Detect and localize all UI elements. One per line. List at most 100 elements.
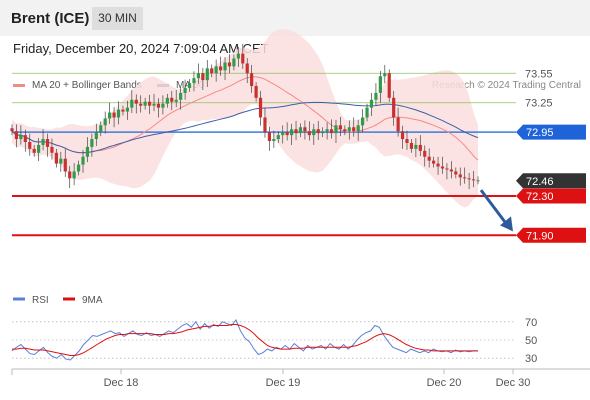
candle-body (179, 92, 183, 100)
candle-body (68, 171, 72, 179)
candle-body (59, 158, 63, 164)
candle-body (10, 128, 14, 132)
candle-body (409, 142, 414, 149)
candle-body (170, 97, 174, 102)
last-price-label-bg (516, 173, 586, 189)
candle-body (352, 127, 356, 132)
candle-body (432, 160, 436, 164)
candle-body (369, 99, 374, 108)
candle-body (147, 101, 152, 106)
rsi-line (11, 319, 478, 361)
rsi-legend-label: RSI (32, 295, 49, 306)
candle-body (263, 117, 267, 133)
forecast-arrow-head (500, 216, 513, 232)
candle-body (214, 66, 218, 74)
candle-body (54, 152, 58, 164)
candle-body (116, 109, 121, 118)
candle-body (103, 118, 107, 126)
candle-body (294, 129, 298, 134)
candle-body (152, 103, 156, 106)
candle-body (223, 62, 227, 71)
candle-body (378, 76, 382, 93)
candle-body (45, 139, 50, 147)
candle-body (307, 131, 311, 136)
support-1-label: 72.30 (526, 191, 554, 203)
candle-body (471, 179, 476, 181)
candle-body (347, 127, 351, 132)
candle-body (139, 103, 143, 106)
timeframe-badge[interactable]: 30 MIN (92, 7, 143, 30)
candle-body (281, 132, 285, 136)
candle-body (316, 129, 320, 134)
candle-body (156, 103, 161, 108)
title-bar: Brent (ICE) 30 MIN (0, 0, 590, 36)
candle-body (81, 156, 85, 165)
pivot-label: 72.95 (526, 127, 554, 139)
candle-body (361, 117, 365, 126)
support-2-label-bg (516, 227, 586, 243)
candle-body (356, 125, 360, 132)
x-tick-label: Dec 19 (266, 377, 301, 389)
candle-body (445, 168, 449, 170)
candle-body (338, 125, 343, 130)
candle-body (254, 86, 258, 98)
candle-body (28, 142, 32, 149)
pivot-label-bg (516, 124, 586, 140)
candle-body (37, 144, 41, 153)
rsi-legend-swatch (13, 297, 25, 301)
candle-body (467, 178, 471, 180)
candle-body (476, 180, 480, 182)
candle-body (196, 73, 200, 79)
candle-body (174, 99, 178, 102)
candle-body (365, 107, 369, 118)
candle-body (400, 131, 405, 140)
candle-body (201, 73, 205, 81)
candle-body (183, 88, 187, 93)
ma9-legend-swatch (63, 297, 75, 301)
ma50-line (11, 101, 479, 154)
candle-body (423, 150, 427, 157)
x-tick-label: Dec 30 (496, 377, 531, 389)
candle-body (241, 53, 245, 64)
candle-body (405, 139, 409, 143)
candle-body (236, 53, 240, 59)
candle-body (298, 127, 303, 134)
candle-body (90, 139, 94, 147)
candle-body (258, 97, 263, 118)
candle-body (187, 83, 192, 88)
ma9-legend-label: 9MA (82, 295, 103, 306)
candle-body (108, 112, 112, 119)
candle-body (285, 132, 289, 136)
candle-body (325, 129, 329, 132)
candle-body (343, 129, 347, 132)
forecast-arrow-shaft (479, 189, 508, 225)
x-tick-label: Dec 20 (427, 377, 462, 389)
candle-body (418, 144, 422, 151)
candle-body (454, 171, 458, 175)
candle-body (463, 177, 467, 179)
candles (10, 43, 480, 190)
candle-body (50, 146, 54, 153)
candle-body (125, 107, 129, 112)
candle-body (267, 132, 272, 142)
rsi-tick-label: 50 (525, 335, 537, 347)
candle-body (272, 139, 276, 142)
candle-body (250, 73, 254, 87)
candle-body (94, 132, 98, 140)
candle-body (427, 156, 431, 161)
candle-body (218, 66, 223, 71)
candle-body (276, 135, 280, 140)
legend-bollinger: MA 20 + Bollinger Bands (13, 80, 142, 91)
candle-body (414, 144, 418, 149)
candle-body (334, 125, 338, 134)
candle-body (41, 139, 45, 145)
bollinger-swatch (13, 83, 25, 87)
candle-body (121, 109, 125, 112)
candle-body (290, 129, 294, 136)
chart-datetime: Friday, December 20, 2024 7:09:04 AM CET (13, 41, 269, 56)
candle-body (161, 103, 165, 108)
resistance-2-label: 73.55 (525, 68, 553, 80)
support-2-label: 71.90 (526, 230, 554, 242)
candle-body (392, 97, 396, 118)
